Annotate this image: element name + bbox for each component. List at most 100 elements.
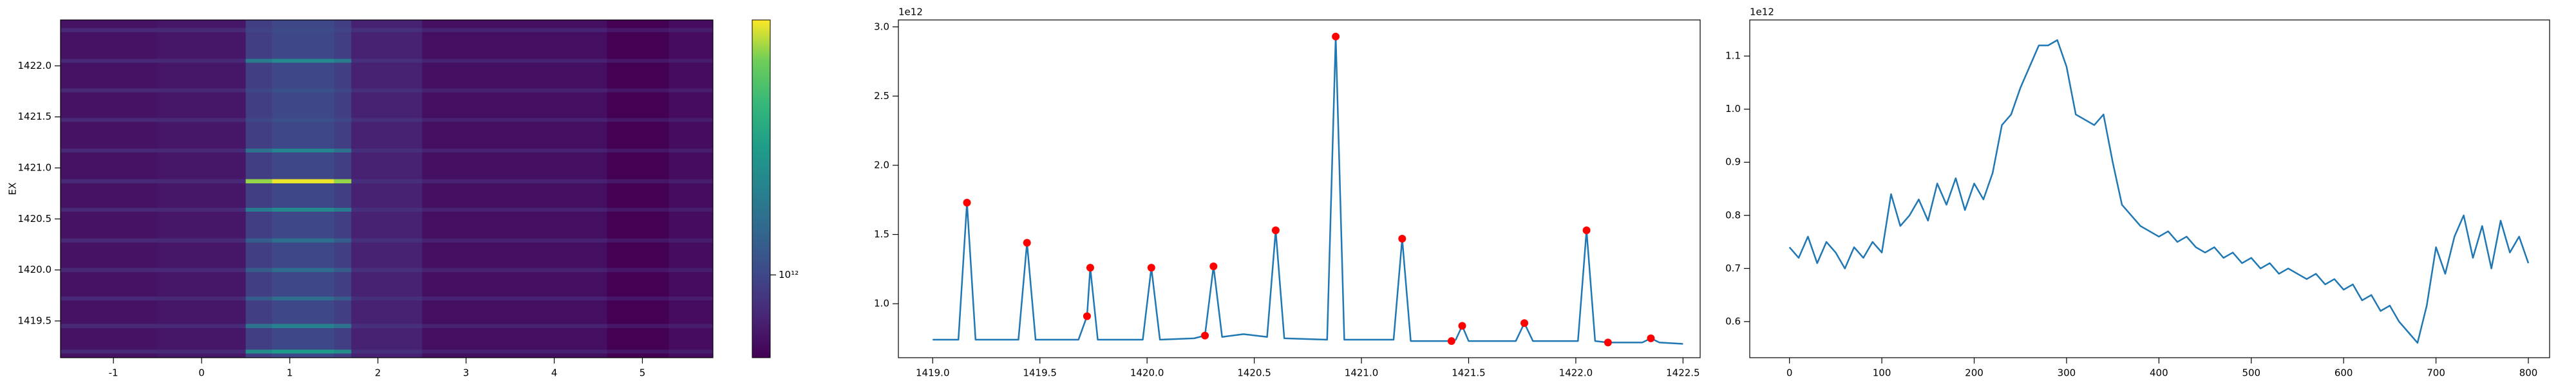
heatmap-cell [61,92,158,118]
heatmap-cell [351,268,422,272]
heatmap-cell [157,59,246,63]
peak-marker [1604,338,1612,347]
heatmap-cell [157,118,246,122]
heatmap-cell [61,59,158,63]
heatmap-cell [351,242,422,268]
peak-marker [1147,264,1155,272]
heatmap-cell [157,20,246,28]
heatmap-cell [668,32,713,59]
heatmap-cell [272,28,334,33]
heatmap-cell [351,296,422,301]
y-tick-label: 1.1 [1725,50,1741,62]
heatmap-cell [157,238,246,243]
heatmap-cell [668,20,713,28]
heatmap-cell [668,349,713,354]
heatmap-cell [334,148,352,153]
y-tick-label: 1.0 [874,298,889,309]
heatmap-cell [607,183,669,208]
heatmap-cell [272,349,334,354]
x-tick-label: 100 [1873,367,1891,379]
heatmap-cell [245,268,272,272]
heatmap-cell [607,212,669,239]
heatmap-cell [351,20,422,28]
heatmap-cell [334,300,352,324]
y-tick-label: 1422.0 [18,60,52,71]
heatmap-cell [157,268,246,272]
heatmap-cell [668,62,713,89]
heatmap-cell [668,353,713,358]
heatmap-cell [351,28,422,33]
heatmap-cell [668,122,713,149]
heatmap-cell [272,122,334,149]
heatmap-cell [422,118,607,122]
heatmap-cell [334,122,352,149]
heatmap-cell [422,62,607,89]
heatmap-cell [272,118,334,122]
heatmap-cell [157,328,246,350]
heatmap-cell [157,152,246,179]
heatmap-cell [272,328,334,350]
heatmap-cell [61,328,158,350]
heatmap-cell [422,353,607,358]
x-tick-label: 1419.0 [916,367,950,379]
heatmap-cell [334,179,352,183]
heatmap-cell [422,59,607,63]
heatmap-cell [334,324,352,329]
heatmap-cell [61,118,158,122]
heatmap-cell [422,32,607,59]
heatmap-cell [351,59,422,63]
heatmap-cell [272,148,334,153]
colorbar [752,19,771,358]
heatmap-cell [351,62,422,89]
heatmap-cell [668,238,713,243]
heatmap-cell [272,207,334,212]
heatmap-cell [607,59,669,63]
heatmap-cell [607,28,669,33]
heatmap-cell [334,118,352,122]
y-tick-label: 2.0 [874,159,889,170]
heatmap-cell [668,152,713,179]
heatmap-cell [668,271,713,297]
peak-marker [1398,234,1406,243]
heatmap-cell [668,242,713,268]
heatmap-cell [157,62,246,89]
peak-marker [1209,262,1218,270]
peak-marker [1447,337,1455,345]
x-tick-label: 5 [639,367,646,379]
heatmap-cell [422,324,607,329]
heatmap-cell [668,59,713,63]
heatmap-cell [422,268,607,272]
heatmap-cell [422,207,607,212]
x-tick-label: 1421.0 [1345,367,1379,379]
heatmap-cell [157,353,246,358]
heatmap-cell [334,242,352,268]
heatmap-cell [351,179,422,183]
heatmap-cell [272,20,334,28]
heatmap-cell [157,242,246,268]
heatmap-cell [272,92,334,118]
heatmap-cell [607,271,669,297]
heatmap-cell [245,118,272,122]
heatmap-cell [334,212,352,239]
heatmap-cell [157,122,246,149]
x-tick-label: 1420.0 [1130,367,1164,379]
heatmap-cell [272,242,334,268]
heatmap-cell [607,328,669,350]
heatmap-cell [245,148,272,153]
heatmap-cell [245,183,272,208]
heatmap-cell [668,183,713,208]
heatmap-cell [422,238,607,243]
heatmap-cell [61,353,158,358]
heatmap-cell [245,28,272,33]
heatmap-cell [422,271,607,297]
heatmap-cell [607,88,669,93]
heatmap-cell [61,212,158,239]
heatmap-cell [157,28,246,33]
heatmap-cell [157,349,246,354]
data-line [933,35,1683,345]
peak-marker [1083,312,1091,320]
x-tick-label: 400 [2150,367,2168,379]
heatmap-cell [157,212,246,239]
heatmap-cell [272,179,334,183]
